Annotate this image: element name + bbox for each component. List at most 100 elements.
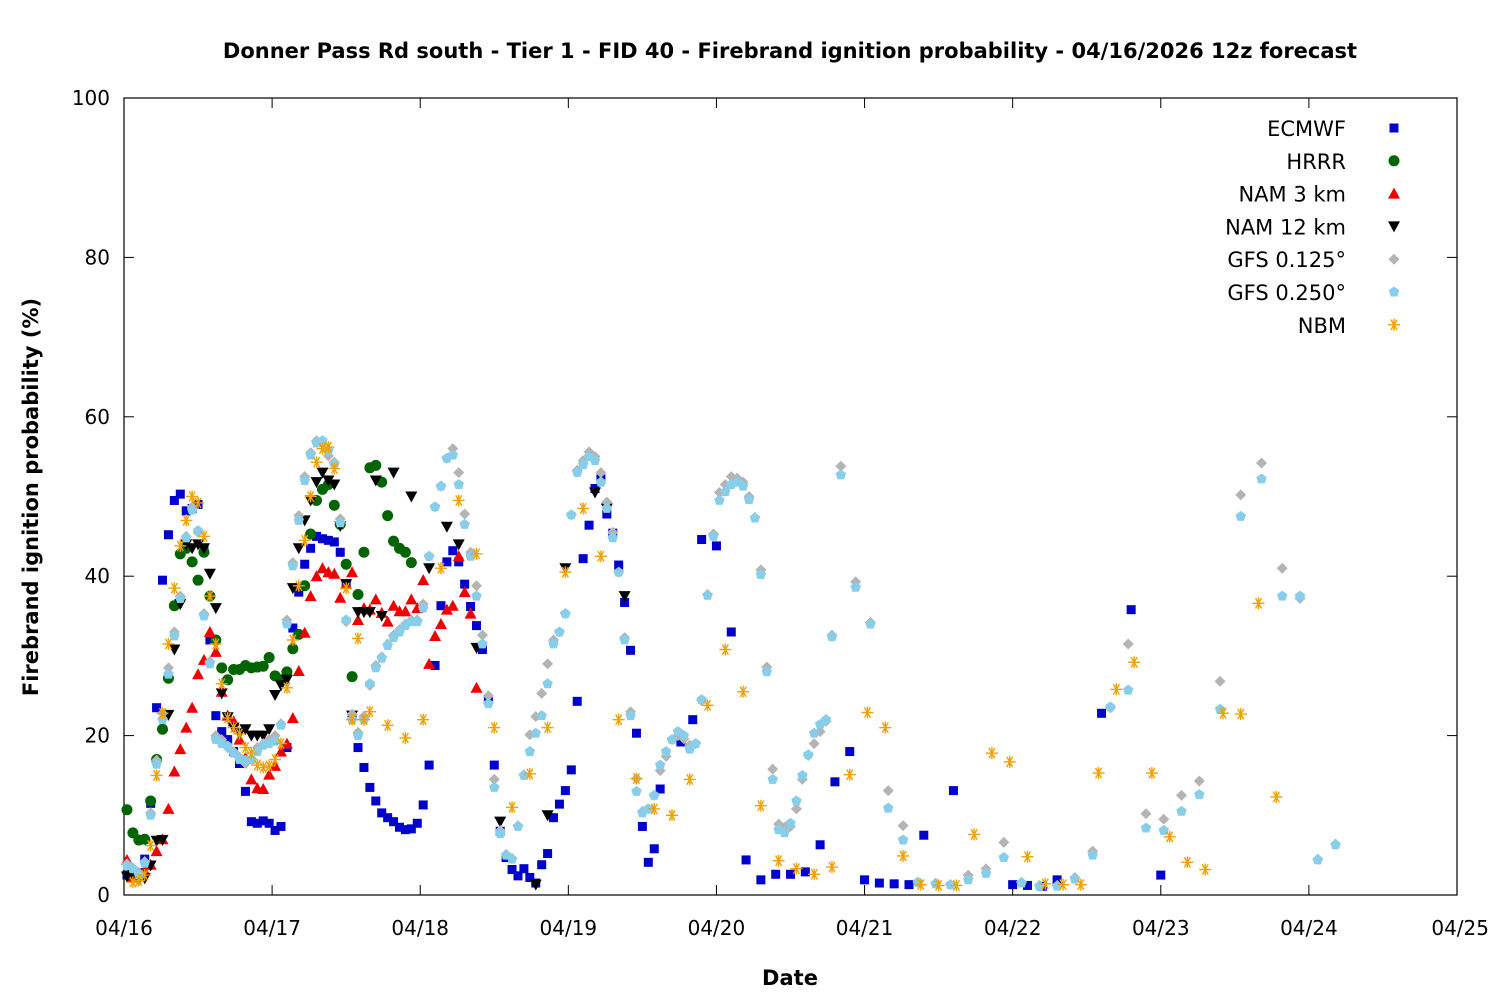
data-point-nbm: [488, 721, 501, 734]
data-point-gfs-0-250: [998, 852, 1010, 862]
data-point-nam-3-km: [203, 625, 216, 637]
data-point-gfs-0-250: [512, 820, 524, 831]
data-point-nam-3-km: [369, 593, 382, 605]
data-point-nam-3-km: [245, 773, 258, 785]
data-point-ecmwf: [697, 535, 707, 545]
data-point-gfs-0-250: [767, 773, 778, 784]
data-point-nbm: [239, 741, 252, 754]
data-point-gfs-0-250: [613, 566, 624, 577]
data-point-gfs-0-125: [1176, 789, 1188, 801]
data-point-nbm: [506, 801, 519, 814]
y-axis-label: Firebrand ignition probability (%): [19, 298, 43, 696]
data-point-nbm: [340, 582, 353, 595]
data-point-nam-3-km: [150, 845, 163, 857]
data-point-nam-3-km: [263, 768, 276, 780]
data-point-nbm: [666, 809, 679, 822]
data-point-gfs-0-125: [1255, 457, 1267, 469]
data-point-ecmwf: [726, 627, 736, 637]
data-point-gfs-0-125: [808, 738, 820, 750]
data-point-nbm: [879, 721, 892, 734]
data-point-gfs-0-250: [494, 828, 506, 839]
data-point-nam-3-km: [209, 645, 222, 657]
x-tick-label: 04/25: [1431, 916, 1489, 940]
data-point-hrrr: [216, 662, 228, 674]
data-point-gfs-0-250: [826, 631, 838, 642]
data-point-nbm: [186, 490, 199, 503]
data-point-ecmwf: [549, 813, 559, 823]
data-point-nam-12-km: [363, 607, 376, 619]
legend-marker-ecmwf: [1389, 123, 1399, 133]
data-point-nbm: [227, 721, 240, 734]
data-point-ecmwf: [276, 821, 286, 831]
data-point-gfs-0-250: [803, 749, 814, 760]
data-point-nam-12-km: [369, 475, 382, 487]
data-point-hrrr: [186, 556, 198, 568]
data-point-ecmwf: [1097, 708, 1107, 718]
data-point-nam-12-km: [405, 491, 418, 503]
data-point-nam-12-km: [215, 688, 228, 700]
x-axis-label: Date: [762, 966, 818, 990]
legend-label: NBM: [1298, 314, 1346, 338]
data-point-gfs-0-125: [601, 496, 613, 508]
data-point-nam-3-km: [334, 591, 347, 603]
data-point-gfs-0-250: [577, 459, 589, 470]
data-point-gfs-0-125: [1235, 489, 1247, 501]
data-point-nbm: [1181, 856, 1194, 869]
data-point-ecmwf: [1052, 875, 1062, 885]
data-point-nbm: [772, 854, 785, 867]
data-point-nam-12-km: [168, 644, 181, 656]
data-point-gfs-0-250: [797, 769, 808, 780]
data-point-gfs-0-250: [595, 476, 607, 487]
data-point-gfs-0-250: [453, 479, 464, 489]
data-point-gfs-0-250: [281, 618, 293, 629]
data-point-gfs-0-250: [275, 719, 287, 730]
data-point-nbm: [209, 637, 222, 650]
data-point-gfs-0-250: [524, 746, 536, 756]
data-point-gfs-0-250: [382, 640, 393, 650]
data-point-gfs-0-250: [850, 581, 861, 592]
data-point-nbm: [221, 712, 234, 725]
data-point-nbm: [132, 874, 145, 887]
data-point-nbm: [197, 530, 210, 543]
data-point-nbm: [808, 868, 821, 881]
data-point-gfs-0-250: [536, 710, 547, 721]
data-point-nam-3-km: [304, 590, 317, 602]
data-point-ecmwf: [655, 784, 665, 794]
data-point-ecmwf: [436, 601, 446, 611]
series-layer: [120, 435, 1342, 892]
data-point-gfs-0-250: [459, 518, 470, 529]
legend-marker-nam-3-km: [1388, 187, 1400, 199]
data-point-nbm: [316, 442, 329, 455]
data-point-gfs-0-250: [299, 475, 310, 486]
data-point-ecmwf: [537, 860, 547, 870]
data-point-hrrr: [257, 660, 269, 672]
data-point-nbm: [138, 869, 151, 882]
data-point-ecmwf: [1008, 880, 1018, 890]
legend-item-nam-12-km: NAM 12 km: [1225, 215, 1400, 239]
data-point-ecmwf: [300, 559, 310, 569]
data-point-ecmwf: [169, 495, 179, 505]
data-point-ecmwf: [1126, 605, 1136, 615]
data-point-gfs-0-125: [542, 658, 554, 670]
data-point-nbm: [1163, 830, 1176, 843]
x-tick-label: 04/24: [1280, 916, 1338, 940]
data-point-ecmwf: [264, 818, 274, 828]
data-point-nbm: [914, 878, 927, 891]
data-point-ecmwf: [874, 878, 884, 888]
data-point-nbm: [292, 579, 305, 592]
series-gfs-0-250: [121, 435, 1341, 891]
data-point-gfs-0-250: [779, 827, 790, 838]
data-point-hrrr: [192, 574, 204, 586]
data-point-gfs-0-250: [169, 630, 180, 641]
data-point-gfs-0-250: [180, 532, 192, 543]
data-point-gfs-0-250: [571, 467, 583, 478]
data-point-gfs-0-250: [1312, 854, 1324, 865]
legend-marker-hrrr: [1388, 155, 1400, 167]
data-point-ecmwf: [626, 645, 636, 655]
data-point-nam-12-km: [440, 521, 453, 533]
plot-area: [123, 97, 1458, 896]
data-point-gfs-0-250: [749, 512, 761, 523]
chart-title: Donner Pass Rd south - Tier 1 - FID 40 -…: [223, 39, 1357, 63]
data-point-nbm: [274, 737, 287, 750]
data-point-ecmwf: [288, 623, 298, 633]
